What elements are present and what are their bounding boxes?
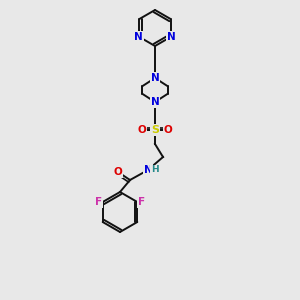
Text: N: N bbox=[151, 97, 159, 107]
Text: O: O bbox=[164, 125, 172, 135]
Text: N: N bbox=[134, 32, 143, 42]
Text: H: H bbox=[151, 166, 159, 175]
Text: F: F bbox=[138, 197, 145, 207]
Text: S: S bbox=[151, 125, 159, 135]
Text: F: F bbox=[95, 197, 102, 207]
Text: N: N bbox=[151, 73, 159, 83]
Text: O: O bbox=[138, 125, 146, 135]
Text: N: N bbox=[144, 165, 152, 175]
Text: N: N bbox=[167, 32, 176, 42]
Text: O: O bbox=[114, 167, 122, 177]
